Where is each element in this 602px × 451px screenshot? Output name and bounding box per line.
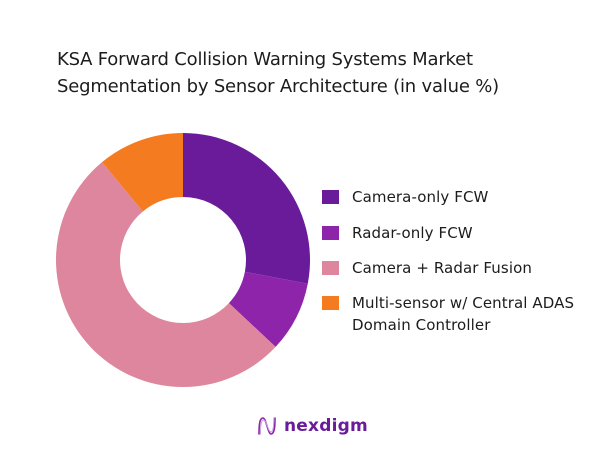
legend-item-camera-only: Camera-only FCW bbox=[322, 186, 582, 208]
legend-swatch bbox=[322, 190, 339, 204]
nexdigm-wave-icon bbox=[258, 417, 276, 435]
legend-swatch bbox=[322, 226, 339, 240]
legend-label: Camera + Radar Fusion bbox=[352, 259, 532, 277]
chart-title: KSA Forward Collision Warning Systems Ma… bbox=[57, 46, 577, 100]
donut-slice-radar-only-fcw bbox=[228, 271, 308, 347]
legend-swatch bbox=[322, 296, 339, 310]
chart-title-line-2: Segmentation by Sensor Architecture (in … bbox=[57, 76, 499, 97]
legend-swatch bbox=[322, 261, 339, 275]
nexdigm-logo: nexdigm bbox=[256, 415, 368, 437]
donut-slice-multi-sensor-w-central-adas-domain-controller bbox=[102, 133, 183, 212]
legend-item-multi-sensor: Multi-sensor w/ Central ADAS Domain Cont… bbox=[322, 292, 582, 336]
legend-item-camera-radar-fusion: Camera + Radar Fusion bbox=[322, 257, 582, 279]
legend-label: Multi-sensor w/ Central ADAS Domain Cont… bbox=[352, 294, 575, 334]
legend-label: Radar-only FCW bbox=[352, 224, 473, 242]
legend-label: Camera-only FCW bbox=[352, 188, 489, 206]
chart-title-line-1: KSA Forward Collision Warning Systems Ma… bbox=[57, 49, 473, 70]
legend-item-radar-only: Radar-only FCW bbox=[322, 222, 582, 244]
donut-slice-camera-radar-fusion bbox=[55, 162, 276, 388]
donut-slice-camera-only-fcw bbox=[183, 133, 311, 284]
nexdigm-logo-text: nexdigm bbox=[284, 416, 368, 436]
